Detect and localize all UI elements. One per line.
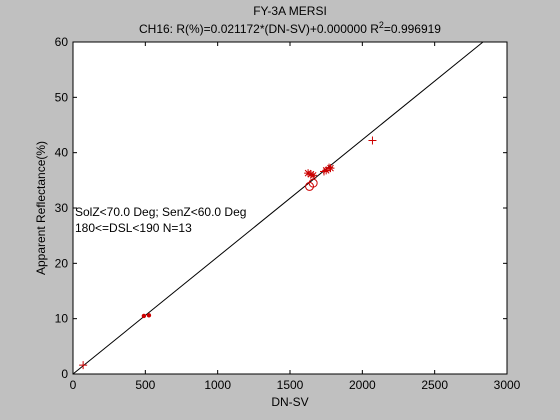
chart-subtitle: CH16: R(%)=0.021172*(DN-SV)+0.000000 R2=…	[139, 20, 441, 36]
x-axis: 0 500 1000 1500 2000 2500 3000	[70, 42, 521, 392]
y-tick-label: 50	[55, 90, 69, 104]
y-tick-label: 10	[55, 312, 69, 326]
x-tick-label: 1500	[277, 378, 304, 392]
chart-title: FY-3A MERSI	[253, 4, 327, 18]
y-tick-label: 40	[55, 146, 69, 160]
plot-area	[72, 41, 508, 375]
x-axis-label: DN-SV	[271, 395, 308, 409]
data-point-dot	[141, 313, 147, 319]
x-tick-label: 1000	[204, 378, 231, 392]
x-tick-label: 3000	[494, 378, 521, 392]
data-point-star	[326, 164, 335, 173]
data-point-dot	[146, 313, 152, 318]
y-tick-label: 0	[61, 367, 68, 381]
data-point-plus	[368, 136, 377, 145]
data-points	[79, 136, 377, 370]
annotation-count: 180<=DSL<190 N=13	[75, 221, 192, 235]
data-point-star	[309, 171, 318, 180]
fit-line	[72, 41, 484, 375]
y-tick-label: 20	[55, 256, 69, 270]
x-tick-label: 0	[70, 378, 77, 392]
x-tick-label: 2500	[421, 378, 448, 392]
x-tick-label: 500	[135, 378, 155, 392]
data-point-plus	[79, 361, 88, 370]
data-point-circle	[308, 178, 318, 188]
y-axis-label: Apparent Reflectance(%)	[34, 141, 48, 275]
y-tick-label: 30	[55, 201, 69, 215]
y-axis: 0 10 20 30 40 50 60	[55, 35, 507, 381]
annotation-angles: SolZ<70.0 Deg; SenZ<60.0 Deg	[75, 205, 246, 219]
y-tick-label: 60	[55, 35, 69, 49]
x-tick-label: 2000	[349, 378, 376, 392]
